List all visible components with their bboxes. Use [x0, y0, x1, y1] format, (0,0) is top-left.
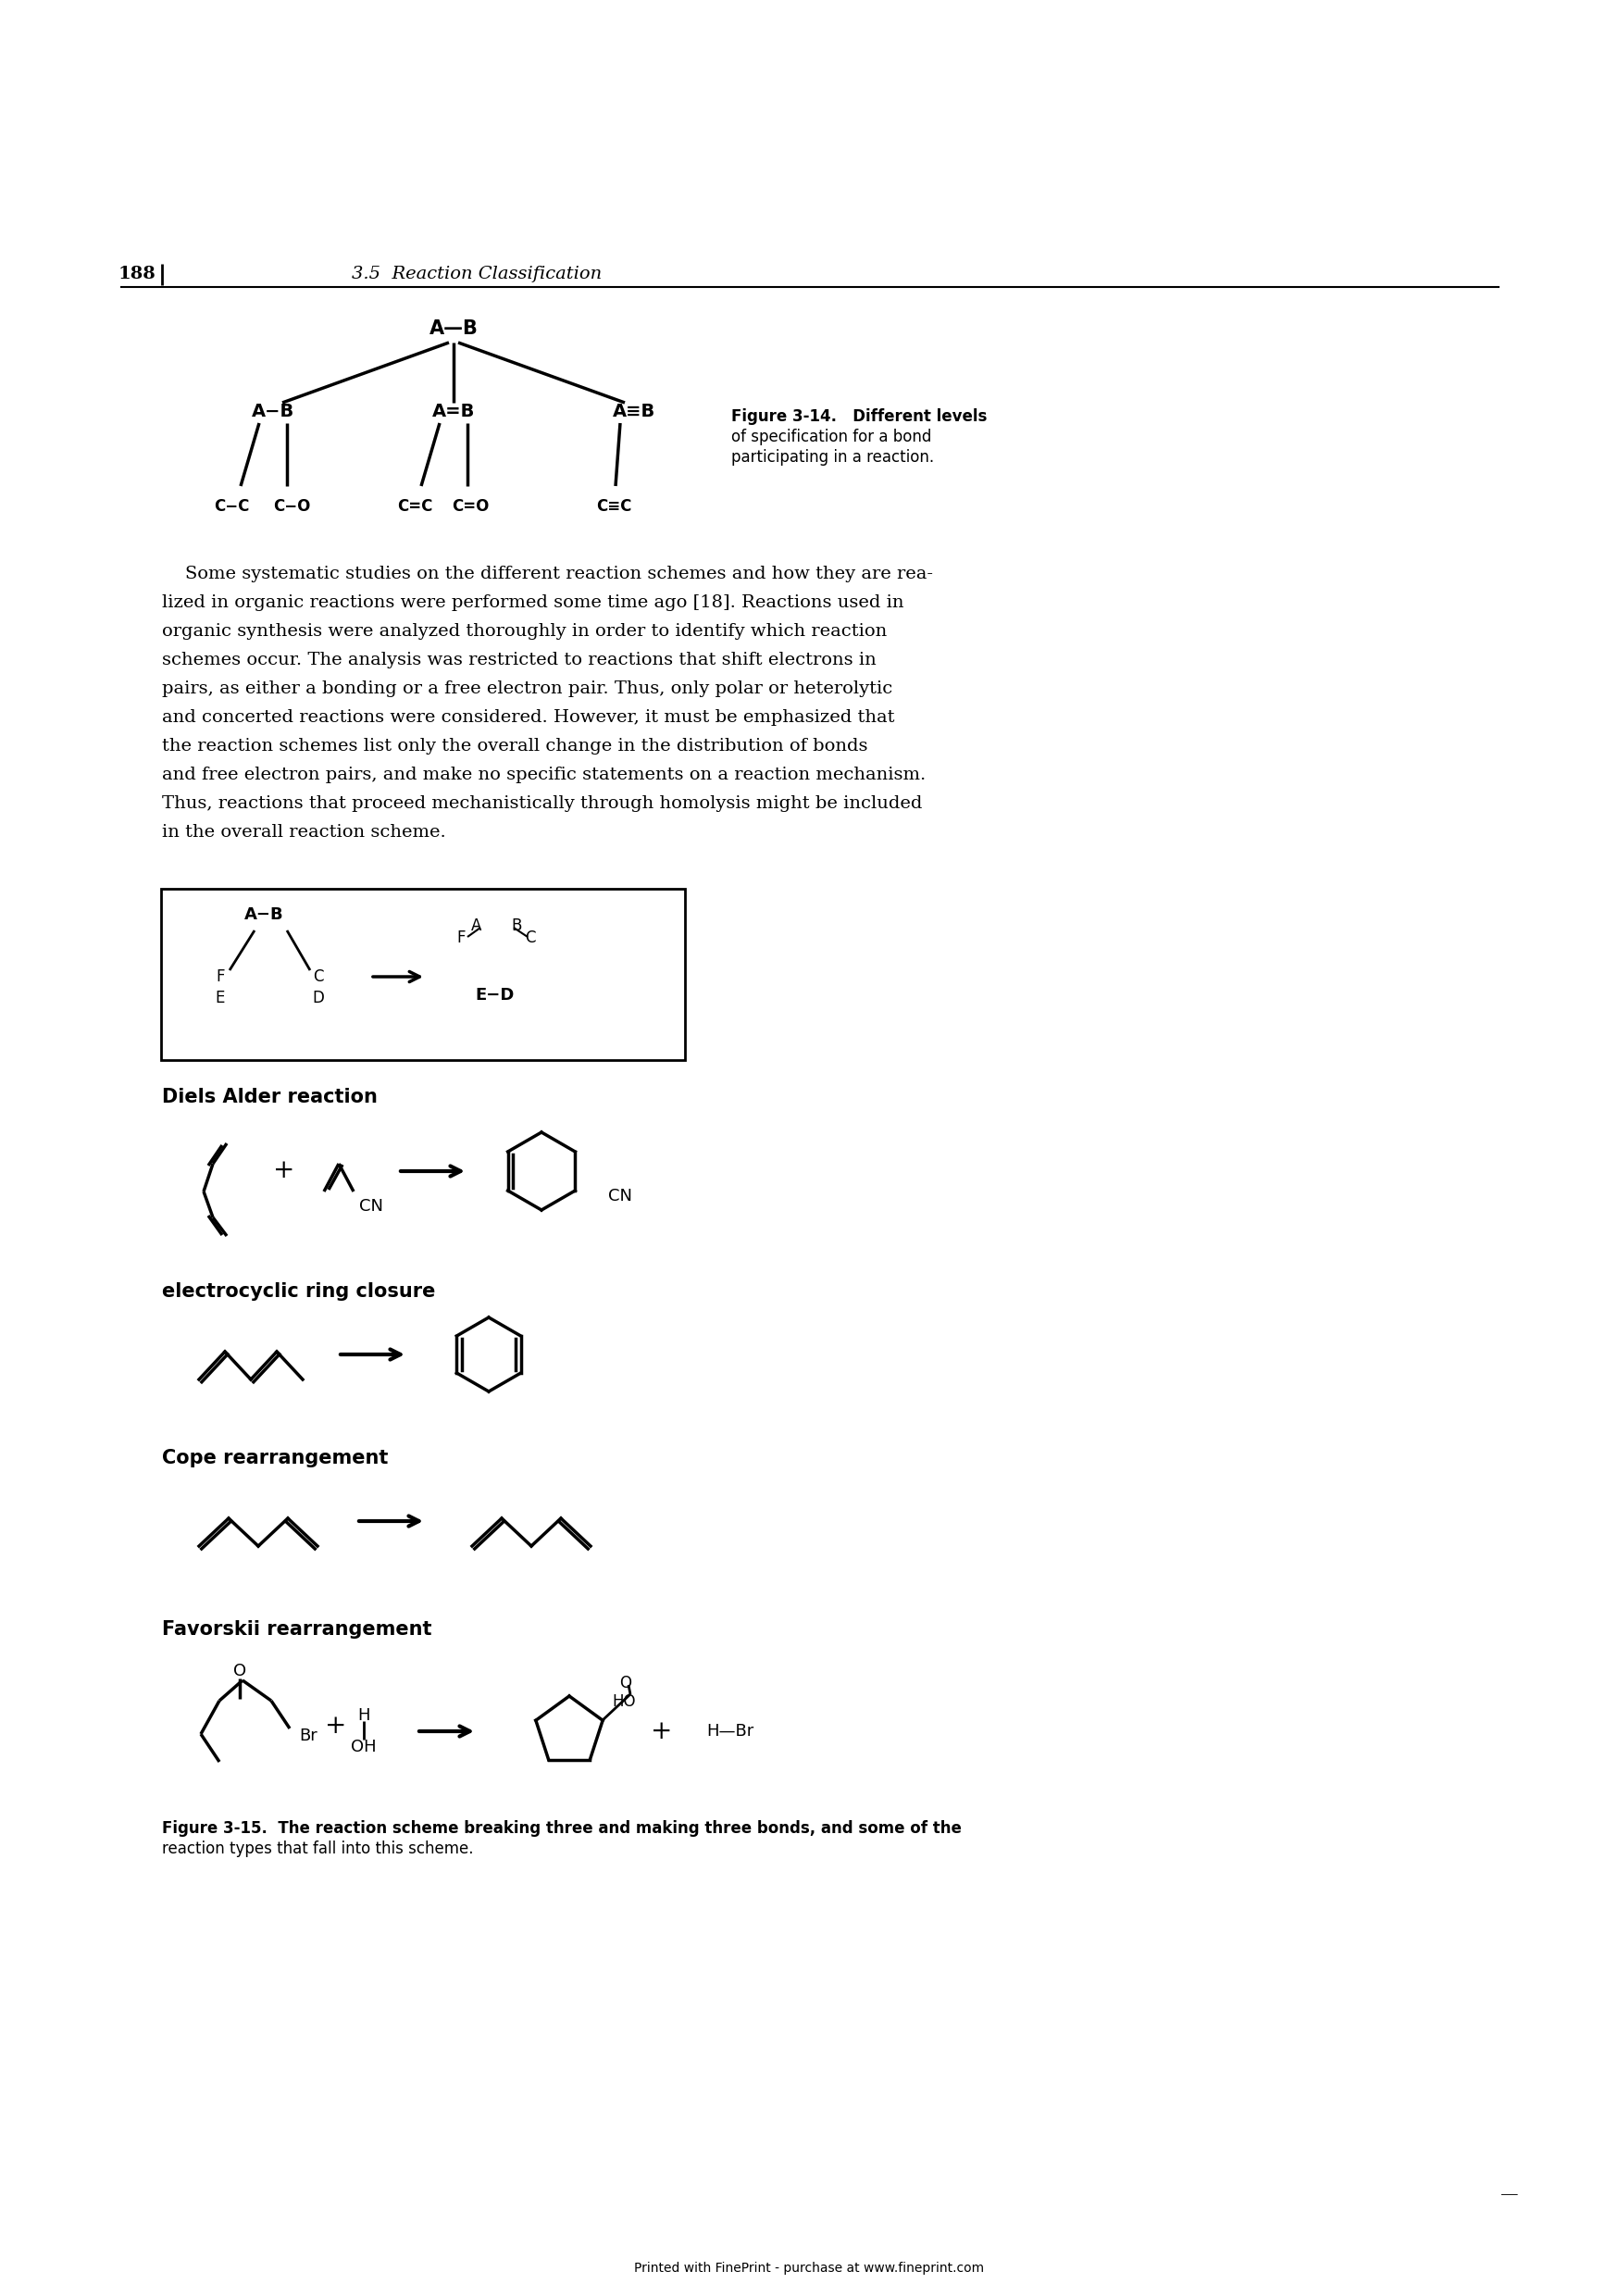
Text: C−C: C−C — [214, 498, 249, 514]
Text: E−D: E−D — [476, 987, 515, 1003]
Text: 188: 188 — [118, 266, 155, 282]
Text: Figure 3-15.  The reaction scheme breaking three and making three bonds, and som: Figure 3-15. The reaction scheme breakin… — [162, 1821, 961, 1837]
Text: E: E — [215, 990, 225, 1006]
Text: CN: CN — [359, 1199, 383, 1215]
Text: C: C — [314, 969, 324, 985]
Text: D: D — [312, 990, 324, 1006]
Text: Diels Alder reaction: Diels Alder reaction — [162, 1088, 377, 1107]
Text: OH: OH — [351, 1738, 377, 1756]
Text: Cope rearrangement: Cope rearrangement — [162, 1449, 388, 1467]
Text: A−B: A−B — [244, 907, 283, 923]
Text: participating in a reaction.: participating in a reaction. — [731, 450, 934, 466]
Text: F: F — [215, 969, 225, 985]
Text: H: H — [358, 1708, 371, 1724]
Text: CN: CN — [608, 1187, 633, 1205]
Text: Favorskii rearrangement: Favorskii rearrangement — [162, 1621, 432, 1639]
Text: C≡C: C≡C — [595, 498, 631, 514]
Text: pairs, as either a bonding or a free electron pair. Thus, only polar or heteroly: pairs, as either a bonding or a free ele… — [162, 680, 893, 698]
Text: A—B: A—B — [429, 319, 477, 338]
Text: B: B — [511, 918, 521, 934]
Text: Thus, reactions that proceed mechanistically through homolysis might be included: Thus, reactions that proceed mechanistic… — [162, 794, 922, 813]
Text: A≡B: A≡B — [613, 404, 655, 420]
Text: H—Br: H—Br — [705, 1722, 754, 1740]
Text: —: — — [1500, 2186, 1518, 2202]
Text: the reaction schemes list only the overall change in the distribution of bonds: the reaction schemes list only the overa… — [162, 737, 867, 755]
Text: O: O — [620, 1674, 631, 1692]
Text: C−O: C−O — [273, 498, 311, 514]
Text: Printed with FinePrint - purchase at www.fineprint.com: Printed with FinePrint - purchase at www… — [634, 2262, 984, 2275]
Text: +: + — [650, 1720, 673, 1743]
Text: Figure 3-14.   Different levels: Figure 3-14. Different levels — [731, 409, 987, 425]
Text: F: F — [456, 930, 466, 946]
Text: and free electron pairs, and make no specific statements on a reaction mechanism: and free electron pairs, and make no spe… — [162, 767, 925, 783]
Text: +: + — [273, 1159, 294, 1185]
Text: reaction types that fall into this scheme.: reaction types that fall into this schem… — [162, 1841, 474, 1857]
Text: C=C: C=C — [396, 498, 432, 514]
Text: A=B: A=B — [432, 404, 476, 420]
Text: schemes occur. The analysis was restricted to reactions that shift electrons in: schemes occur. The analysis was restrict… — [162, 652, 877, 668]
Text: Some systematic studies on the different reaction schemes and how they are rea-: Some systematic studies on the different… — [162, 565, 934, 583]
Text: C: C — [526, 930, 536, 946]
Text: C=O: C=O — [451, 498, 489, 514]
Text: organic synthesis were analyzed thoroughly in order to identify which reaction: organic synthesis were analyzed thorough… — [162, 622, 887, 641]
Text: O: O — [233, 1662, 246, 1678]
Text: A−B: A−B — [252, 404, 294, 420]
Text: of specification for a bond: of specification for a bond — [731, 429, 932, 445]
Text: and concerted reactions were considered. However, it must be emphasized that: and concerted reactions were considered.… — [162, 709, 895, 726]
Text: A: A — [471, 918, 482, 934]
Text: in the overall reaction scheme.: in the overall reaction scheme. — [162, 824, 447, 840]
Text: Br: Br — [299, 1727, 317, 1745]
Text: +: + — [325, 1715, 346, 1738]
Text: 3.5  Reaction Classification: 3.5 Reaction Classification — [351, 266, 602, 282]
Bar — [162, 889, 684, 1061]
Text: electrocyclic ring closure: electrocyclic ring closure — [162, 1281, 435, 1302]
Text: lized in organic reactions were performed some time ago [18]. Reactions used in: lized in organic reactions were performe… — [162, 595, 904, 611]
Text: HO: HO — [612, 1694, 636, 1711]
